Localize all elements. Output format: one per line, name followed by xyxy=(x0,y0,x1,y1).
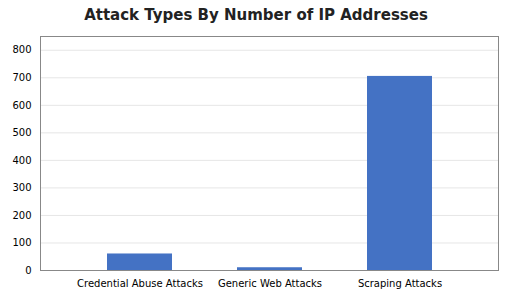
svg-text:0: 0 xyxy=(25,265,31,276)
html-text:Attack Types By Number of IP A: Attack Types By Number of IP Addresses xyxy=(84,6,428,24)
svg-text:300: 300 xyxy=(12,182,31,193)
svg-text:Scraping Attacks: Scraping Attacks xyxy=(358,278,442,289)
svg-text:600: 600 xyxy=(12,100,31,111)
svg-text:200: 200 xyxy=(12,210,31,221)
svg-text:700: 700 xyxy=(12,72,31,83)
svg-text:800: 800 xyxy=(12,44,31,55)
svg-text:100: 100 xyxy=(12,237,31,248)
svg-text:Credential Abuse Attacks: Credential Abuse Attacks xyxy=(77,278,203,289)
svg-text:400: 400 xyxy=(12,155,31,166)
svg-text:Generic Web Attacks: Generic Web Attacks xyxy=(218,278,322,289)
svg-text:500: 500 xyxy=(12,127,31,138)
